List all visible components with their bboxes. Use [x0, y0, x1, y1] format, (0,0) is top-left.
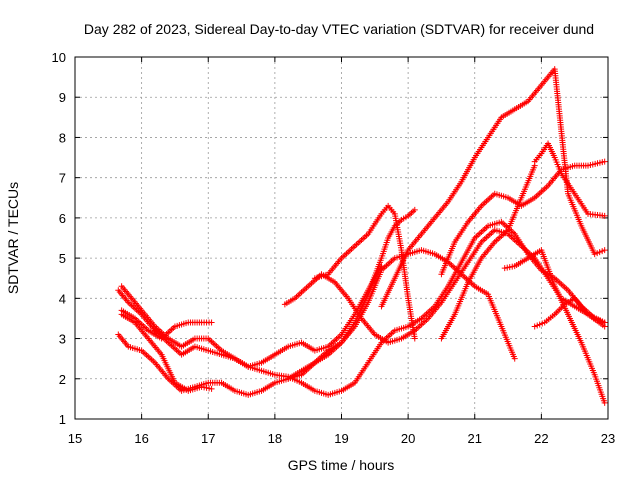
series-trace [117, 265, 383, 368]
data-layer [115, 66, 608, 406]
y-tick-label: 7 [59, 171, 66, 186]
data-point [411, 335, 418, 342]
series-trace [287, 209, 416, 380]
y-tick-label: 1 [59, 412, 66, 427]
series-track-4 [118, 307, 215, 342]
series-track-7 [285, 206, 418, 382]
y-tick-label: 6 [59, 211, 66, 226]
data-point [411, 206, 418, 213]
series-track-1 [115, 263, 385, 370]
series-track-10 [438, 158, 608, 278]
series-track-12 [501, 247, 608, 406]
data-point [601, 247, 608, 254]
y-tick-label: 2 [59, 372, 66, 387]
series-trace [534, 142, 605, 217]
y-tick-label: 5 [59, 251, 66, 266]
y-tick-label: 10 [52, 50, 66, 65]
x-tick-label: 18 [268, 431, 282, 446]
y-axis-label: SDTVAR / TECUs [5, 182, 21, 294]
x-tick-label: 16 [134, 431, 148, 446]
series-trace [504, 249, 606, 404]
x-tick-label: 17 [201, 431, 215, 446]
series-track-3 [118, 311, 215, 394]
series-track-9 [378, 66, 608, 310]
series-track-6 [281, 226, 608, 346]
data-point [601, 212, 608, 219]
series-track-8 [311, 202, 418, 342]
x-tick-label: 15 [68, 431, 82, 446]
data-point [601, 399, 608, 406]
data-point [208, 385, 215, 392]
x-tick-label: 23 [601, 431, 615, 446]
y-tick-label: 4 [59, 291, 66, 306]
y-tick-label: 3 [59, 332, 66, 347]
x-tick-label: 22 [534, 431, 548, 446]
plot-frame [74, 56, 609, 420]
data-point [601, 323, 608, 330]
series-track-11 [438, 162, 538, 342]
data-point [511, 355, 518, 362]
data-point [208, 319, 215, 326]
series-track-14 [531, 295, 608, 330]
x-axis-label: GPS time / hours [288, 457, 395, 473]
x-tick-label: 19 [334, 431, 348, 446]
y-tick-label: 8 [59, 130, 66, 145]
x-tick-label: 21 [468, 431, 482, 446]
data-point [601, 158, 608, 165]
x-tick-label: 20 [401, 431, 415, 446]
chart-title: Day 282 of 2023, Sidereal Day-to-day VTE… [84, 21, 594, 37]
series-track-13 [531, 140, 608, 219]
y-tick-label: 9 [59, 90, 66, 105]
